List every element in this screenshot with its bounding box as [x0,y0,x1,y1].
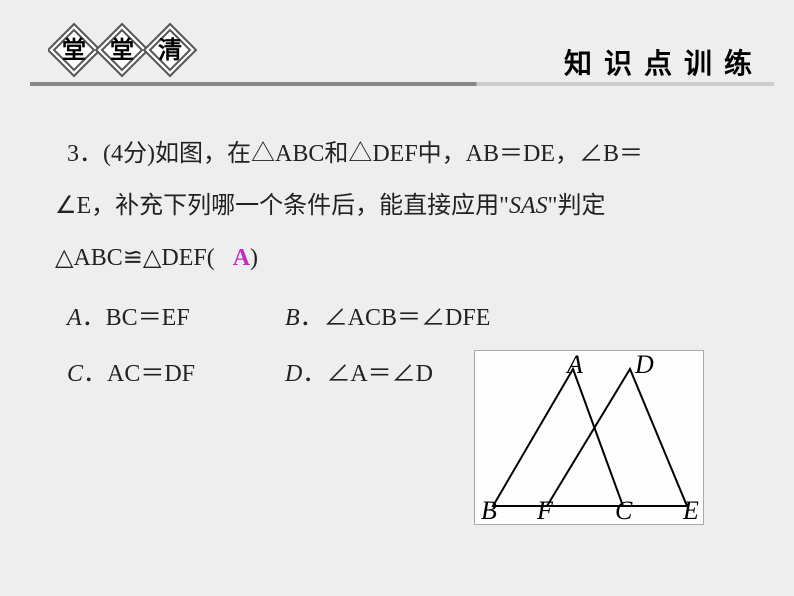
header-divider [30,82,774,86]
q-text-2: ∠E，补充下列哪一个条件后，能直接应用" [55,193,509,219]
header-bar: 堂 堂 清 知识点训练 [0,0,794,90]
triangle-svg: A D B F C E [475,351,705,526]
question-line-1: 3．(4分)如图，在△ABC和△DEF中，AB＝DE，∠B＝ [55,130,739,178]
geometry-figure: A D B F C E [474,350,704,525]
opt-b-label: B [285,305,300,331]
option-c: C．AC＝DF [55,350,285,398]
question-points: (4分) [103,141,155,167]
triangle-def [547,369,687,506]
label-f: F [536,496,554,525]
q-text-2b: "判定 [548,193,606,219]
opt-c-label: C [67,361,83,387]
q-text-3: △ABC≌△DEF( [55,245,215,271]
opt-d-label: D [285,361,302,387]
sas-text: SAS [509,193,548,219]
section-title: 知识点训练 [564,42,764,82]
triangle-abc [493,369,623,506]
diamond-svg: 堂 堂 清 [48,18,248,88]
opt-b-text: ∠ACB＝∠DFE [324,305,491,331]
diamond-char-2: 堂 [110,37,134,64]
label-e: E [682,496,699,525]
opt-a-text: BC＝EF [106,305,190,331]
question-number: 3 [67,141,79,167]
diamond-char-3: 清 [158,37,182,64]
label-d: D [634,351,654,379]
diamond-char-1: 堂 [62,37,86,64]
label-b: B [481,496,497,525]
option-a: A．BC＝EF [55,294,285,342]
label-a: A [565,351,583,379]
question-line-3: △ABC≌△DEF( A) [55,234,739,282]
opt-d-text: ∠A＝∠D [326,361,433,387]
opt-a-label: A [67,305,82,331]
label-c: C [615,496,633,525]
answer-letter: A [233,245,250,271]
option-b: B．∠ACB＝∠DFE [285,294,535,342]
option-row-1: A．BC＝EF B．∠ACB＝∠DFE [55,294,739,342]
q-text-3b: ) [250,245,258,271]
question-line-2: ∠E，补充下列哪一个条件后，能直接应用"SAS"判定 [55,182,739,230]
q-text-1: 如图，在△ABC和△DEF中，AB＝DE，∠B＝ [155,141,643,167]
opt-c-text: AC＝DF [107,361,195,387]
